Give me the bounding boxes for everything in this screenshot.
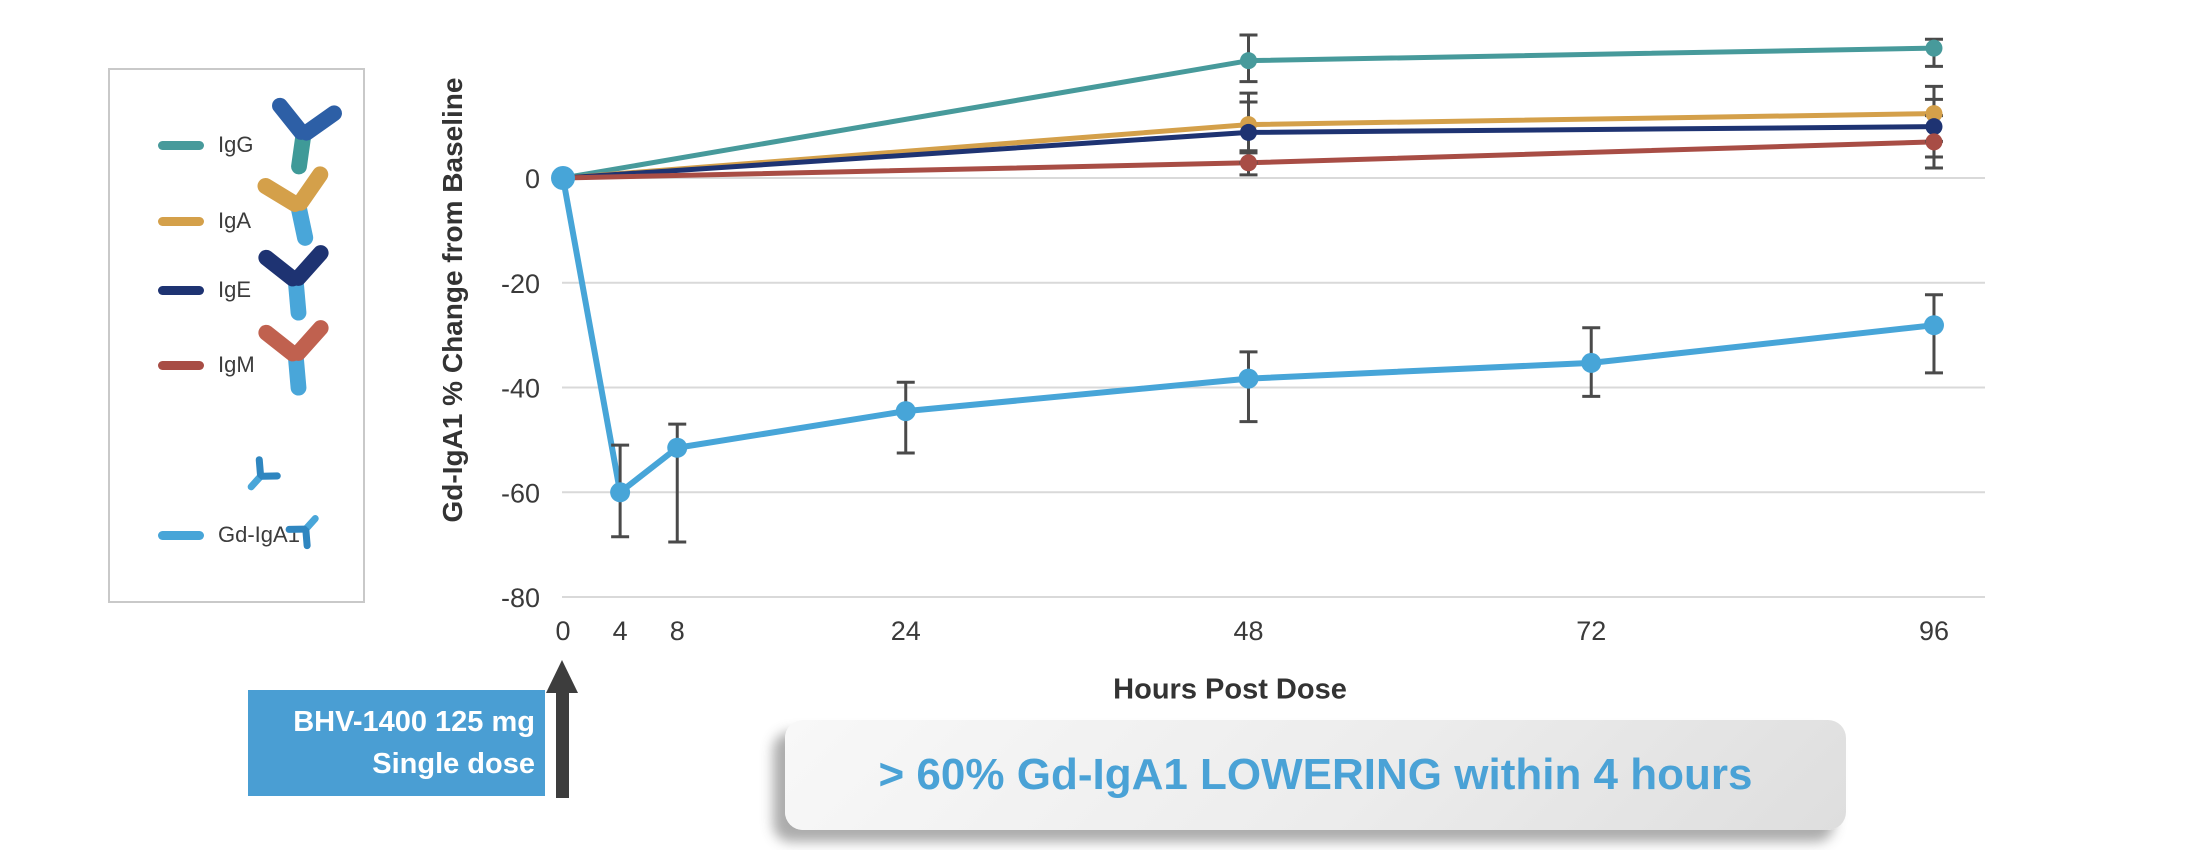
y-tick-label: 0 — [525, 164, 540, 194]
gd-iga1-marker — [667, 437, 688, 458]
legend-label-ige: IgE — [218, 277, 252, 302]
highlight-banner: > 60% Gd-IgA1 LOWERING within 4 hours — [785, 720, 1846, 830]
iga-marker — [1925, 105, 1943, 123]
legend-label-gd-iga1: Gd-IgA1 — [218, 522, 300, 547]
legend-swatch-igm — [158, 360, 204, 370]
ige-marker — [1239, 123, 1257, 141]
arrow-head — [546, 660, 578, 693]
dose-callout-line2: Single dose — [372, 748, 535, 780]
x-tick-label: 72 — [1576, 616, 1606, 646]
legend-label-iga: IgA — [218, 208, 252, 233]
igg-marker — [1925, 39, 1943, 57]
legend-item-igm: IgM — [158, 352, 255, 378]
gd-iga1-line — [560, 175, 1937, 496]
dose-callout-line1: BHV-1400 125 mg — [293, 706, 535, 738]
x-tick-label: 48 — [1233, 616, 1263, 646]
gd-iga1-marker — [1923, 315, 1944, 336]
y-tick-label: -20 — [501, 269, 540, 299]
banner-text: > 60% Gd-IgA1 LOWERING within 4 hours — [878, 750, 1753, 799]
igg-marker — [1239, 52, 1257, 70]
gd-iga1-marker — [551, 166, 575, 190]
gd-iga1-antibody-icon — [247, 456, 319, 550]
ige-antibody-icon — [258, 245, 329, 321]
dose-arrow-icon — [545, 660, 579, 800]
legend-label-igm: IgM — [218, 352, 255, 377]
legend-swatch-iga — [158, 216, 204, 226]
x-tick-label: 24 — [891, 616, 921, 646]
arrow-shaft — [555, 692, 569, 798]
x-tick-label: 0 — [555, 616, 570, 646]
gd-iga1-marker — [1581, 352, 1602, 373]
gd-iga1-marker — [895, 401, 916, 422]
y-tick-label: -80 — [501, 583, 540, 613]
legend-swatch-igg — [158, 140, 204, 150]
igm-marker — [1239, 154, 1257, 172]
legend-item-iga: IgA — [158, 208, 251, 234]
ige-marker — [1925, 118, 1943, 136]
dose-callout: BHV-1400 125 mg Single dose — [248, 690, 545, 796]
gd-iga1-marker — [610, 482, 631, 503]
x-tick-label: 8 — [670, 616, 685, 646]
y-axis-title: Gd-IgA1 % Change from Baseline — [437, 77, 468, 523]
igm-antibody-icon — [258, 320, 329, 396]
y-tick-label: -40 — [501, 374, 540, 404]
iga-antibody-icon — [257, 166, 329, 246]
legend-swatch-ige — [158, 285, 204, 295]
legend-item-gd-iga1: Gd-IgA1 — [158, 522, 300, 548]
gd-iga1-marker — [1238, 368, 1259, 389]
x-tick-label: 96 — [1919, 616, 1949, 646]
igm-marker — [1925, 133, 1943, 151]
legend-item-igg: IgG — [158, 132, 253, 158]
y-tick-label: -60 — [501, 478, 540, 508]
igg-antibody-icon — [272, 97, 342, 175]
legend-item-ige: IgE — [158, 277, 251, 303]
x-axis-title: Hours Post Dose — [1113, 673, 1347, 706]
legend-swatch-gd-iga1 — [158, 530, 204, 540]
legend-label-igg: IgG — [218, 132, 254, 157]
x-tick-label: 4 — [613, 616, 628, 646]
legend-box: IgG IgA IgE IgM Gd-IgA1 — [108, 68, 365, 603]
